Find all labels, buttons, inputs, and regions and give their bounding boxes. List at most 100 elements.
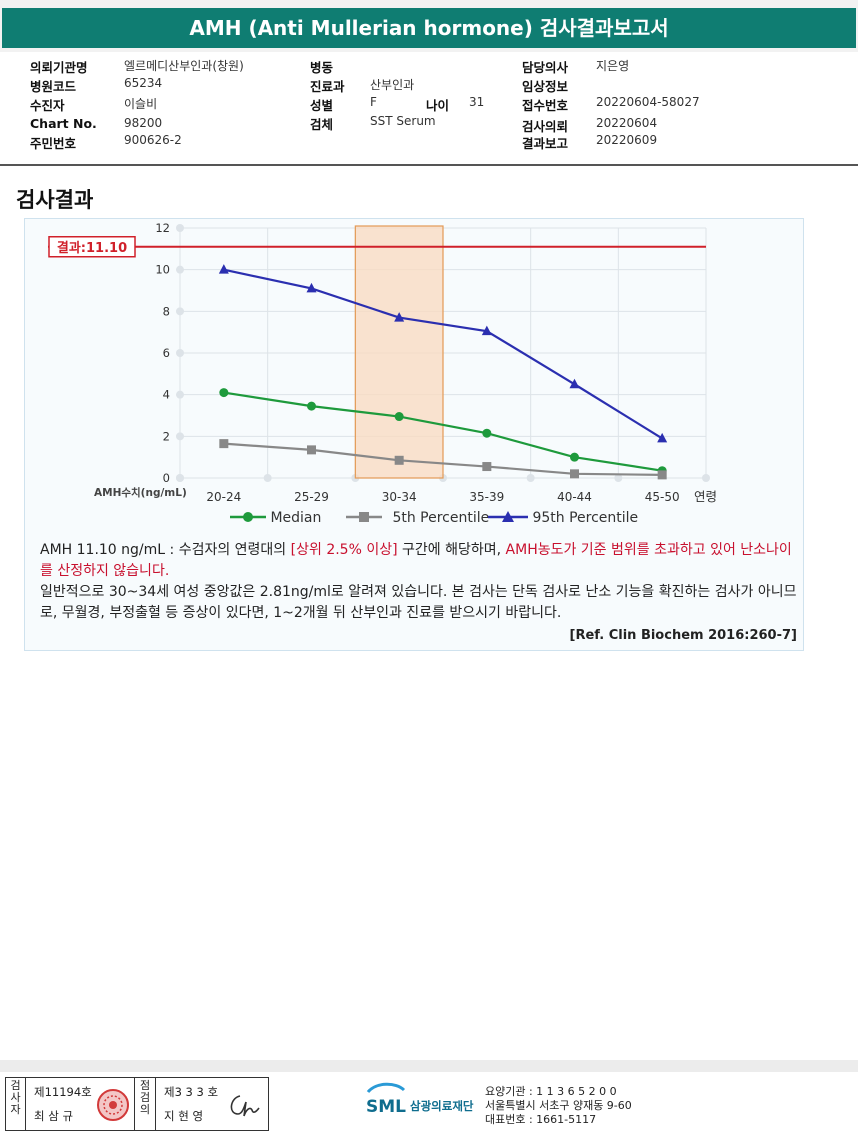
institution-address: 서울특별시 서초구 양재동 9-60 bbox=[485, 1099, 632, 1112]
y-tick-label: 10 bbox=[155, 263, 170, 277]
grid-node bbox=[614, 474, 623, 482]
brand-name: 삼광의료재단 bbox=[410, 1099, 474, 1113]
x-axis-unit: 연령 bbox=[694, 489, 717, 504]
chart-series bbox=[218, 264, 668, 480]
grid-node bbox=[176, 474, 184, 482]
grid-node bbox=[702, 474, 710, 482]
desc-part1: AMH 11.10 ng/mL : 수검자의 연령대의 bbox=[40, 542, 291, 558]
label-patient: 수진자 bbox=[30, 98, 65, 113]
label-specimen: 검체 bbox=[310, 117, 334, 132]
highlight-band bbox=[354, 225, 444, 479]
reviewer-label-text: 점검의 bbox=[139, 1079, 151, 1116]
label-ward: 병동 bbox=[310, 60, 334, 75]
label-institution: 의뢰기관명 bbox=[30, 60, 88, 75]
value-request-date: 20220604 bbox=[596, 116, 658, 130]
value-specimen: SST Serum bbox=[370, 114, 436, 128]
legend-95th: 95th Percentile bbox=[488, 510, 638, 526]
value-age: 31 bbox=[469, 95, 485, 109]
y-tick-label: 6 bbox=[163, 346, 170, 360]
examiner-label: 검사자 bbox=[6, 1078, 26, 1130]
data-point bbox=[307, 401, 316, 411]
value-doctor: 지은영 bbox=[596, 59, 630, 73]
legend-5th-label: 5th Percentile bbox=[392, 510, 490, 526]
label-department: 진료과 bbox=[310, 79, 345, 94]
data-point bbox=[219, 388, 229, 398]
label-age: 나이 bbox=[426, 98, 450, 113]
y-axis-label: AMH수치(ng/mL) bbox=[94, 486, 187, 499]
examiner-seal-icon bbox=[97, 1089, 129, 1121]
section-title: 검사결과 bbox=[16, 188, 94, 212]
reviewer-label: 점검의 bbox=[134, 1078, 156, 1130]
reviewer-name: 지 현 영 bbox=[164, 1109, 204, 1123]
y-tick-label: 0 bbox=[163, 471, 170, 485]
y-tick-label: 8 bbox=[163, 304, 170, 318]
y-tick-label: 2 bbox=[163, 429, 170, 443]
value-chart-no: 98200 bbox=[124, 116, 163, 130]
sml-logo-text: SML bbox=[366, 1097, 406, 1117]
label-request-date: 검사의뢰 bbox=[522, 119, 569, 134]
value-department: 산부인과 bbox=[370, 78, 415, 92]
value-patient: 이슬비 bbox=[124, 97, 158, 111]
legend-95th-label: 95th Percentile bbox=[532, 510, 639, 526]
x-tick-label: 20-24 bbox=[206, 490, 241, 504]
desc-percentile: [상위 2.5% 이상] bbox=[290, 542, 398, 558]
patient-info: 의뢰기관명 엘르메디산부인과(창원) 병원코드 65234 수진자 이슬비 Ch… bbox=[0, 52, 858, 166]
footer-divider bbox=[0, 1060, 858, 1072]
series-line bbox=[223, 268, 663, 440]
x-tick-label: 40-44 bbox=[557, 490, 592, 504]
grid-node bbox=[176, 432, 184, 441]
label-hospital-code: 병원코드 bbox=[30, 79, 77, 94]
data-point bbox=[394, 412, 404, 422]
result-label: 결과:11.10 bbox=[57, 240, 127, 256]
grid-node bbox=[263, 474, 272, 482]
report-title: AMH (Anti Mullerian hormone) 검사결과보고서 bbox=[2, 8, 856, 48]
reference: [Ref. Clin Biochem 2016:260-7] bbox=[569, 628, 797, 643]
value-hospital-code: 65234 bbox=[124, 76, 163, 90]
label-chart-no: Chart No. bbox=[30, 116, 97, 131]
data-point bbox=[307, 445, 316, 455]
institution-code: 요양기관 : 1 1 3 6 5 2 0 0 bbox=[485, 1085, 617, 1098]
legend-median: Median bbox=[230, 510, 321, 526]
header-banner: AMH (Anti Mullerian hormone) 검사결과보고서 bbox=[0, 0, 858, 52]
value-receipt-no: 20220604-58027 bbox=[596, 95, 700, 109]
reviewer-signature-icon bbox=[230, 1095, 260, 1117]
grid-node bbox=[176, 265, 184, 274]
examiner-label-text: 검사자 bbox=[10, 1079, 21, 1116]
grid-node bbox=[176, 349, 184, 357]
legend-95th-swatch bbox=[488, 511, 528, 522]
result-description: AMH 11.10 ng/mL : 수검자의 연령대의 [상위 2.5% 이상]… bbox=[40, 540, 802, 624]
data-point bbox=[657, 432, 668, 443]
sml-logo-icon: SML bbox=[366, 1082, 406, 1117]
y-tick-label: 12 bbox=[155, 221, 170, 235]
examiner-name: 최 삼 규 bbox=[34, 1109, 74, 1123]
data-point bbox=[394, 455, 404, 465]
data-point bbox=[569, 378, 580, 389]
data-point bbox=[657, 470, 667, 480]
value-sex: F bbox=[370, 95, 377, 109]
grid-node bbox=[176, 224, 184, 232]
desc-line2: 일반적으로 30~34세 여성 중앙값은 2.81ng/ml로 알려져 있습니다… bbox=[40, 584, 797, 621]
amh-chart: 0 2 4 6 8 10 12 20-24 25-29 30-34 35-39 40-44 45-50… bbox=[48, 221, 717, 504]
x-tick-label: 35-39 bbox=[469, 490, 504, 504]
label-report-date: 결과보고 bbox=[522, 136, 569, 151]
x-tick-labels: 20-24 25-29 30-34 35-39 40-44 45-50 bbox=[206, 490, 679, 504]
legend-5th-swatch bbox=[346, 512, 382, 522]
data-point bbox=[219, 439, 229, 449]
signature-box: 검사자 제11194호 최 삼 규 점검의 제3 3 3 호 지 현 영 bbox=[5, 1077, 269, 1131]
label-resident-no: 주민번호 bbox=[30, 136, 77, 151]
x-tick-label: 30-34 bbox=[382, 490, 417, 504]
institution-info: 요양기관 : 1 1 3 6 5 2 0 0 서울특별시 서초구 양재동 9-6… bbox=[485, 1085, 632, 1127]
x-tick-label: 45-50 bbox=[645, 490, 680, 504]
legend-median-label: Median bbox=[270, 510, 322, 526]
value-resident-no: 900626-2 bbox=[124, 133, 182, 147]
data-point bbox=[482, 462, 492, 472]
legend-median-swatch bbox=[230, 512, 266, 522]
data-point bbox=[394, 312, 405, 322]
label-clinical-info: 임상정보 bbox=[522, 79, 569, 94]
y-tick-labels: 0 2 4 6 8 10 12 bbox=[155, 221, 170, 485]
grid-node bbox=[176, 390, 184, 399]
data-point bbox=[218, 264, 229, 274]
label-receipt-no: 접수번호 bbox=[522, 98, 569, 113]
examiner-license-no: 제11194호 bbox=[34, 1085, 92, 1099]
data-point bbox=[306, 282, 317, 293]
